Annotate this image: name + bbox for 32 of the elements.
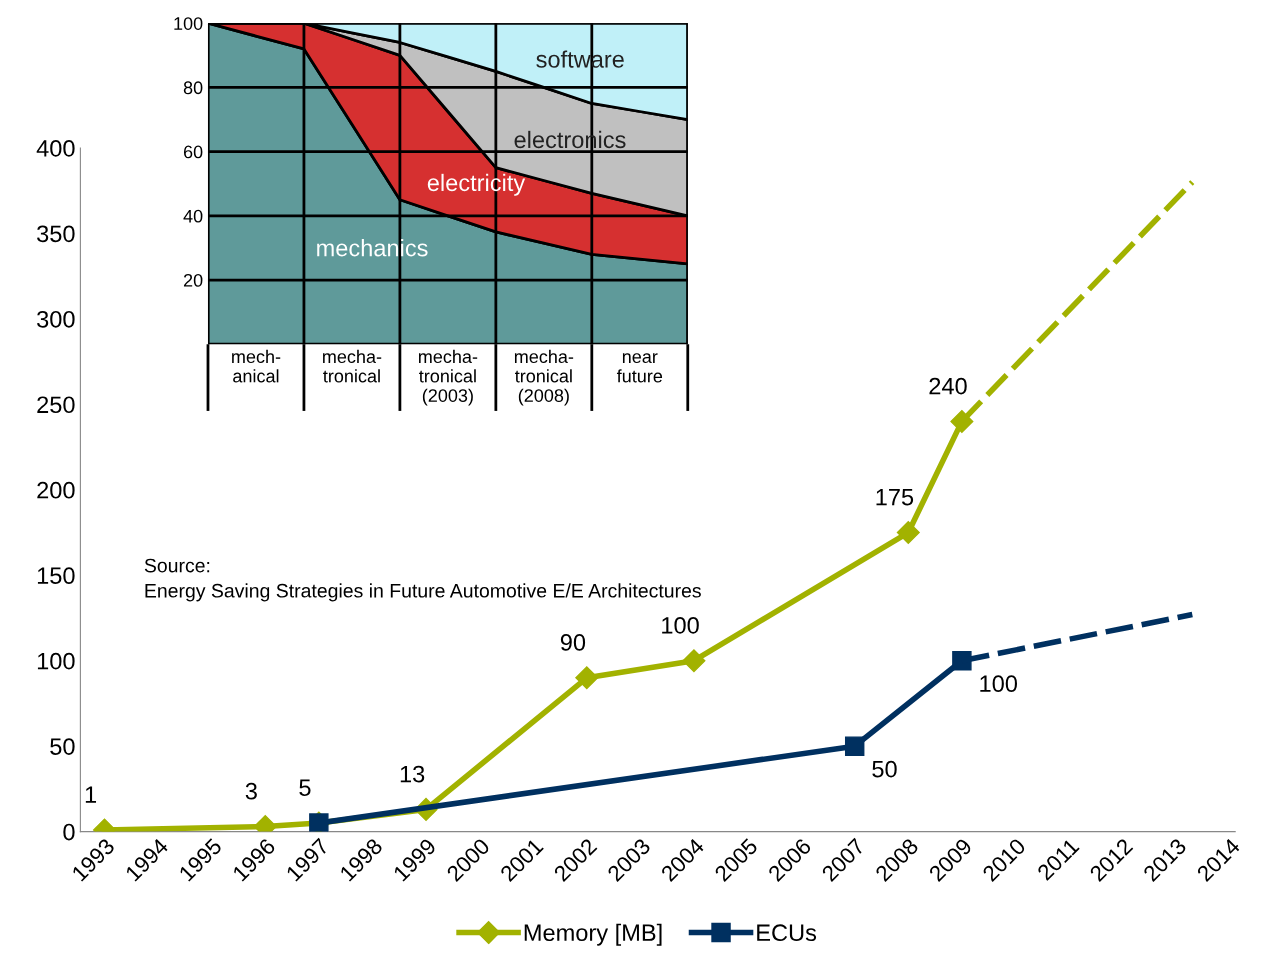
- y-tick-label: 150: [37, 567, 75, 585]
- data-label: 175: [876, 489, 914, 506]
- y-tick-label: 80: [183, 81, 203, 95]
- annotation: Source: Energy Saving Strategies in Future Automotive E/E Architectures: [144, 558, 701, 602]
- y-tick-label: 60: [183, 145, 203, 159]
- x-tick-label: near future: [616, 353, 663, 383]
- y-tick-label: 20: [183, 273, 203, 287]
- data-label: 50: [872, 760, 897, 778]
- data-label: 100: [662, 616, 699, 634]
- data-label: 13: [400, 765, 425, 783]
- y-tick-label: 100: [174, 17, 203, 30]
- data-label: 3: [245, 782, 257, 800]
- y-tick-label: 250: [37, 396, 75, 414]
- data-label: 1: [85, 786, 97, 803]
- data-label: 100: [980, 675, 1018, 693]
- y-tick-label: 200: [37, 481, 75, 499]
- legend-label: ECUs: [757, 924, 817, 942]
- data-label: 5: [299, 779, 311, 797]
- data-label: 90: [560, 634, 586, 651]
- y-tick-label: 350: [37, 225, 75, 243]
- y-tick-label: 0: [63, 823, 75, 841]
- x-tick-label: mecha- tronical: [323, 349, 382, 383]
- x-tick-label: mecha- tronical (2003): [418, 349, 478, 406]
- y-tick-label: 50: [50, 738, 75, 755]
- x-tick-label: mech- anical: [232, 349, 281, 383]
- y-tick-label: 100: [37, 652, 75, 670]
- y-tick-label: 40: [183, 209, 203, 223]
- data-label: 240: [929, 377, 967, 395]
- y-tick-label: 400: [36, 140, 75, 157]
- x-tick-label: mecha- tronical (2008): [514, 349, 574, 406]
- y-tick-label: 300: [37, 310, 75, 328]
- legend-label: Memory [MB]: [524, 923, 662, 946]
